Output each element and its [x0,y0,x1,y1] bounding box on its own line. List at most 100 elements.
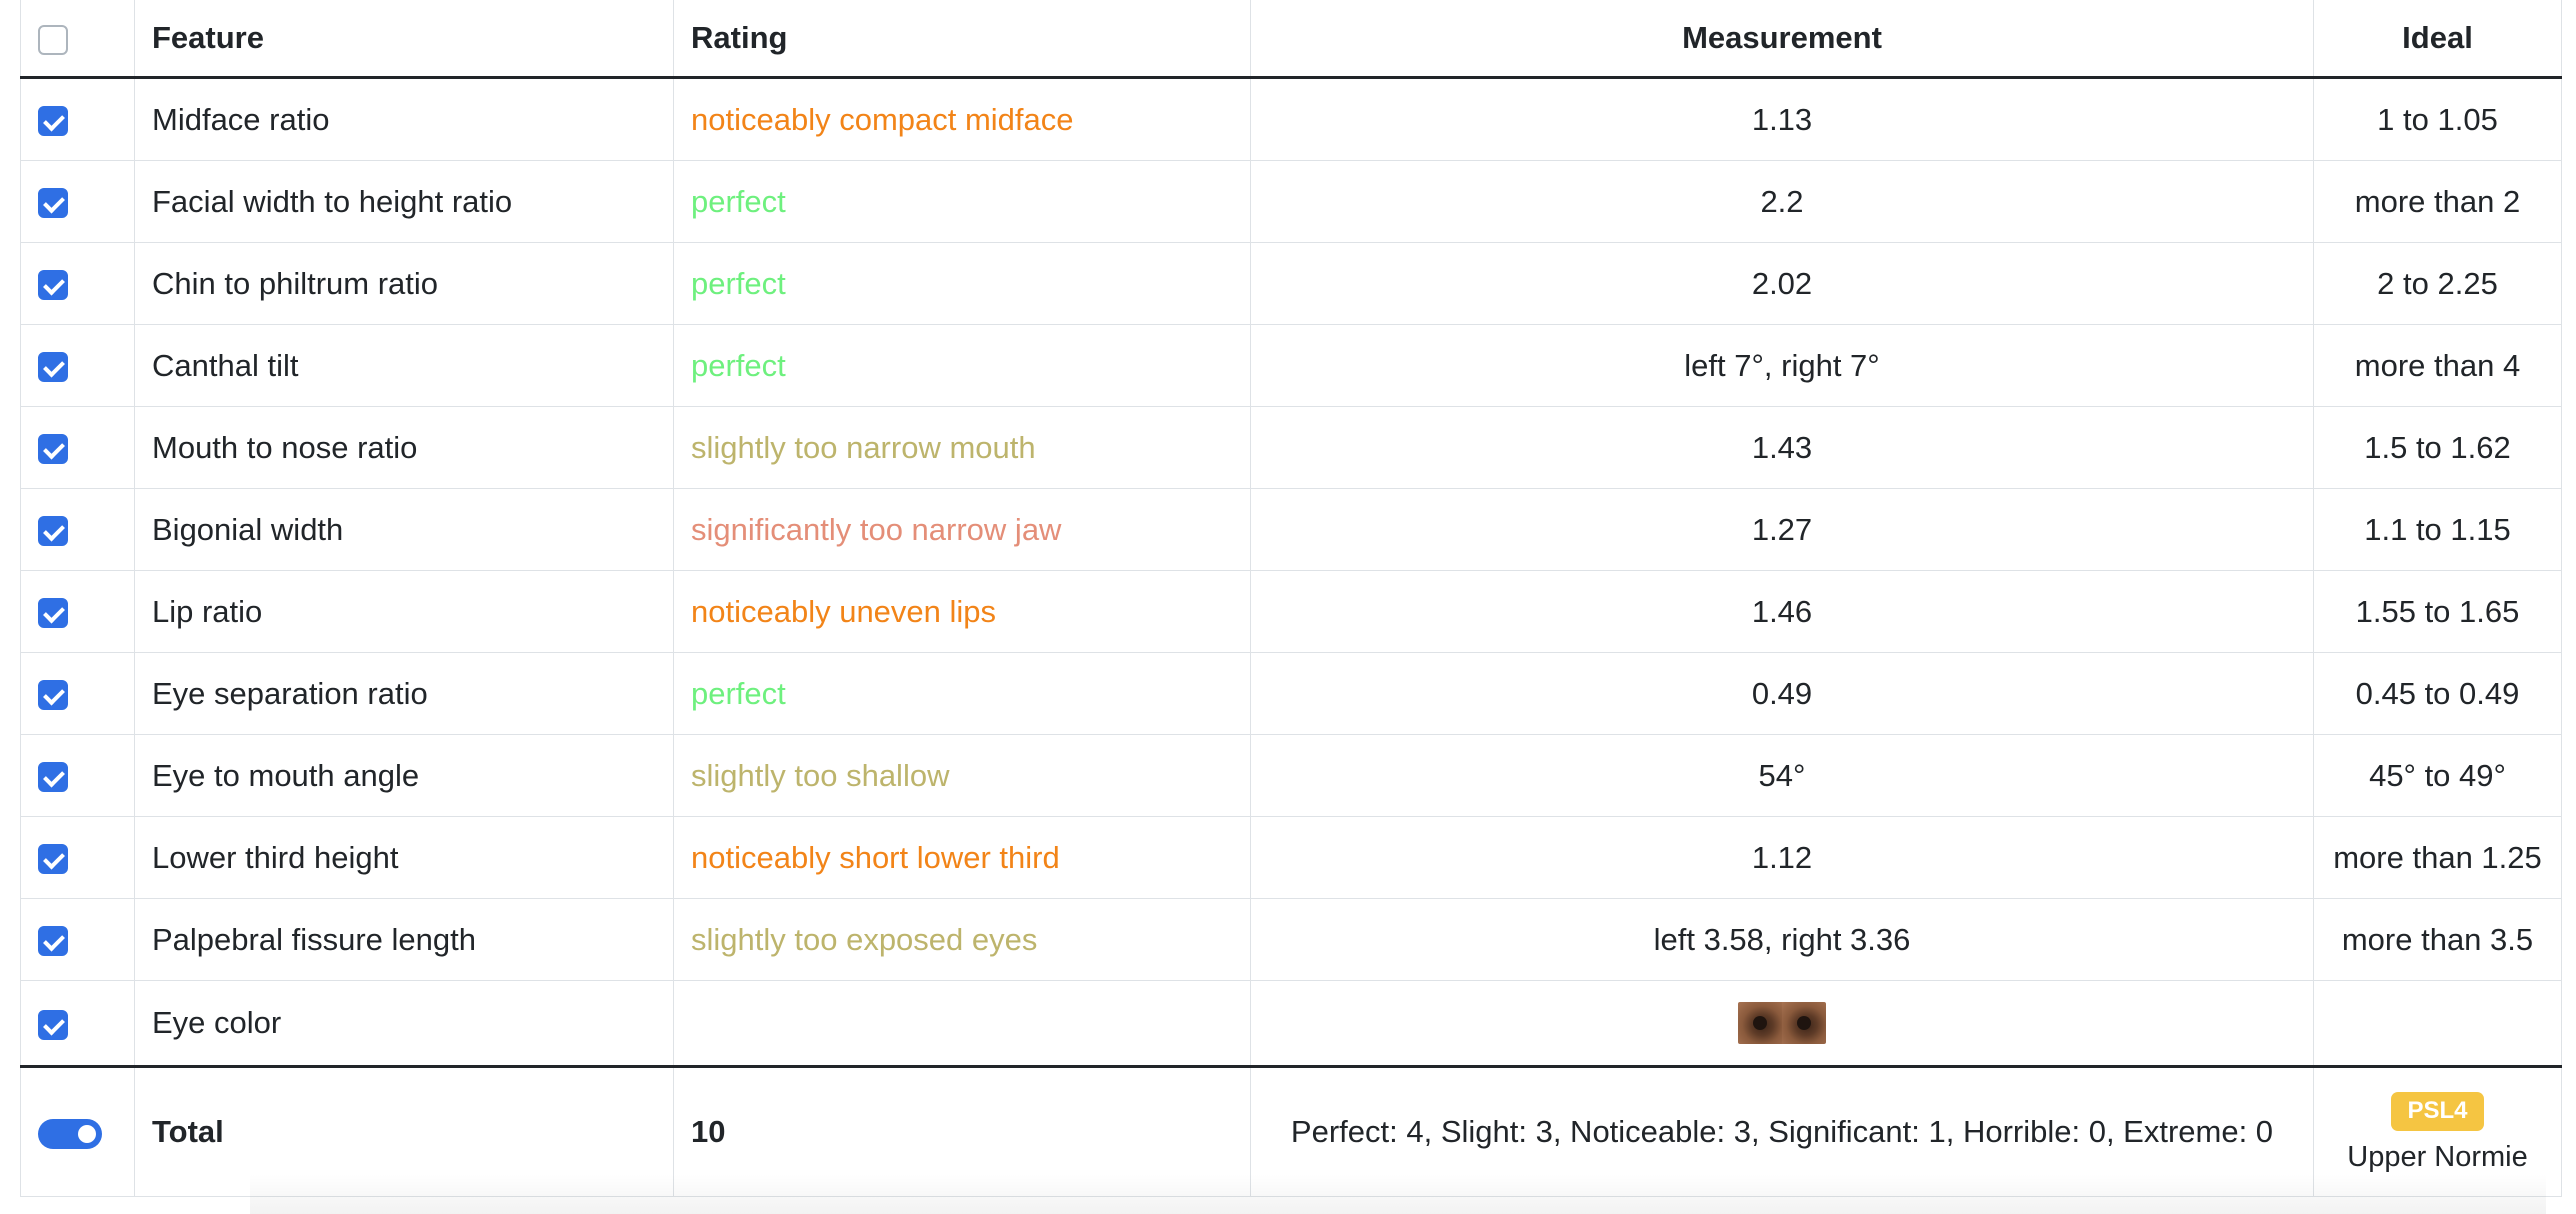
row-checkbox-cell [20,160,135,243]
table-row: Mouth to nose ratio slightly too narrow … [20,406,2562,489]
rating-cell: perfect [673,242,1251,325]
table-row: Eye separation ratio perfect 0.49 0.45 t… [20,652,2562,735]
rating-cell: slightly too exposed eyes [673,898,1251,981]
ideal-cell: more than 3.5 [2313,898,2562,981]
table-row: Chin to philtrum ratio perfect 2.02 2 to… [20,242,2562,325]
tier-label: Upper Normie [2347,1140,2528,1173]
eye-color-swatch-icon [1738,1002,1826,1044]
header-select-all-cell [20,0,135,79]
ideal-cell: 1.5 to 1.62 [2313,406,2562,489]
row-checkbox-cell [20,898,135,981]
right-eye-crop [1782,1002,1826,1044]
measurement-cell: 2.02 [1250,242,2314,325]
row-checkbox[interactable] [38,762,68,793]
rating-cell [673,980,1251,1067]
feature-cell: Palpebral fissure length [134,898,674,981]
row-checkbox[interactable] [38,1009,68,1040]
measurement-cell: 1.43 [1250,406,2314,489]
feature-cell: Facial width to height ratio [134,160,674,243]
ideal-cell: more than 1.25 [2313,816,2562,899]
rating-cell: significantly too narrow jaw [673,488,1251,571]
row-checkbox[interactable] [38,926,68,957]
rating-cell: slightly too narrow mouth [673,406,1251,489]
row-checkbox[interactable] [38,270,68,301]
row-checkbox[interactable] [38,188,68,219]
row-checkbox-cell [20,980,135,1067]
measurement-cell: left 7°, right 7° [1250,324,2314,407]
measurement-cell: 1.46 [1250,570,2314,653]
row-checkbox-cell [20,488,135,571]
total-summary: Perfect: 4, Slight: 3, Noticeable: 3, Si… [1250,1065,2314,1197]
measurement-cell: 2.2 [1250,160,2314,243]
ideal-cell: 45° to 49° [2313,734,2562,817]
total-toggle-switch[interactable] [38,1118,102,1149]
row-checkbox-cell [20,77,135,161]
row-checkbox[interactable] [38,680,68,711]
header-measurement[interactable]: Measurement [1250,0,2314,79]
row-checkbox[interactable] [38,352,68,383]
ideal-cell: 1 to 1.05 [2313,77,2562,161]
ideal-cell: more than 2 [2313,160,2562,243]
measurement-cell [1250,980,2314,1067]
ideal-cell: more than 4 [2313,324,2562,407]
left-eye-crop [1738,1002,1782,1044]
table-row: Eye to mouth angle slightly too shallow … [20,734,2562,817]
ideal-cell: 1.55 to 1.65 [2313,570,2562,653]
feature-cell: Midface ratio [134,77,674,161]
rating-cell: noticeably compact midface [673,77,1251,161]
total-tier-cell: PSL4 Upper Normie [2313,1065,2562,1197]
table-row: Eye color [20,980,2562,1067]
header-row: Feature Rating Measurement Ideal [20,0,2562,79]
ideal-cell: 1.1 to 1.15 [2313,488,2562,571]
row-checkbox[interactable] [38,106,68,137]
table-row: Bigonial width significantly too narrow … [20,488,2562,571]
rating-cell: perfect [673,324,1251,407]
total-value: 10 [673,1065,1251,1197]
header-rating[interactable]: Rating [673,0,1251,79]
ideal-cell: 0.45 to 0.49 [2313,652,2562,735]
feature-cell: Bigonial width [134,488,674,571]
feature-cell: Chin to philtrum ratio [134,242,674,325]
measurement-cell: 0.49 [1250,652,2314,735]
measurement-cell: 1.13 [1250,77,2314,161]
feature-cell: Eye color [134,980,674,1067]
table-row: Palpebral fissure length slightly too ex… [20,898,2562,981]
select-all-checkbox[interactable] [38,24,68,55]
feature-cell: Eye to mouth angle [134,734,674,817]
rating-cell: slightly too shallow [673,734,1251,817]
total-label: Total [134,1065,674,1197]
row-checkbox-cell [20,734,135,817]
ideal-cell: 2 to 2.25 [2313,242,2562,325]
psl-badge: PSL4 [2391,1092,2484,1131]
feature-cell: Lower third height [134,816,674,899]
measurement-cell: 1.27 [1250,488,2314,571]
rating-cell: perfect [673,160,1251,243]
row-checkbox-cell [20,570,135,653]
table-row: Facial width to height ratio perfect 2.2… [20,160,2562,243]
row-checkbox[interactable] [38,844,68,875]
row-checkbox-cell [20,816,135,899]
header-feature[interactable]: Feature [134,0,674,79]
row-checkbox-cell [20,406,135,489]
feature-cell: Canthal tilt [134,324,674,407]
measurement-cell: 54° [1250,734,2314,817]
measurement-cell: left 3.58, right 3.36 [1250,898,2314,981]
row-checkbox-cell [20,652,135,735]
rating-cell: perfect [673,652,1251,735]
row-checkbox-cell [20,324,135,407]
row-checkbox[interactable] [38,516,68,547]
measurement-cell: 1.12 [1250,816,2314,899]
ideal-cell [2313,980,2562,1067]
rating-cell: noticeably short lower third [673,816,1251,899]
total-toggle-cell [20,1065,135,1197]
row-checkbox[interactable] [38,434,68,465]
header-ideal[interactable]: Ideal [2313,0,2562,79]
rating-cell: noticeably uneven lips [673,570,1251,653]
table-row: Midface ratio noticeably compact midface… [20,77,2562,161]
feature-cell: Eye separation ratio [134,652,674,735]
total-row: Total 10 Perfect: 4, Slight: 3, Noticeab… [20,1065,2562,1197]
facial-analysis-table: Feature Rating Measurement Ideal Midface… [20,0,2562,1197]
row-checkbox-cell [20,242,135,325]
row-checkbox[interactable] [38,598,68,629]
table-row: Canthal tilt perfect left 7°, right 7° m… [20,324,2562,407]
